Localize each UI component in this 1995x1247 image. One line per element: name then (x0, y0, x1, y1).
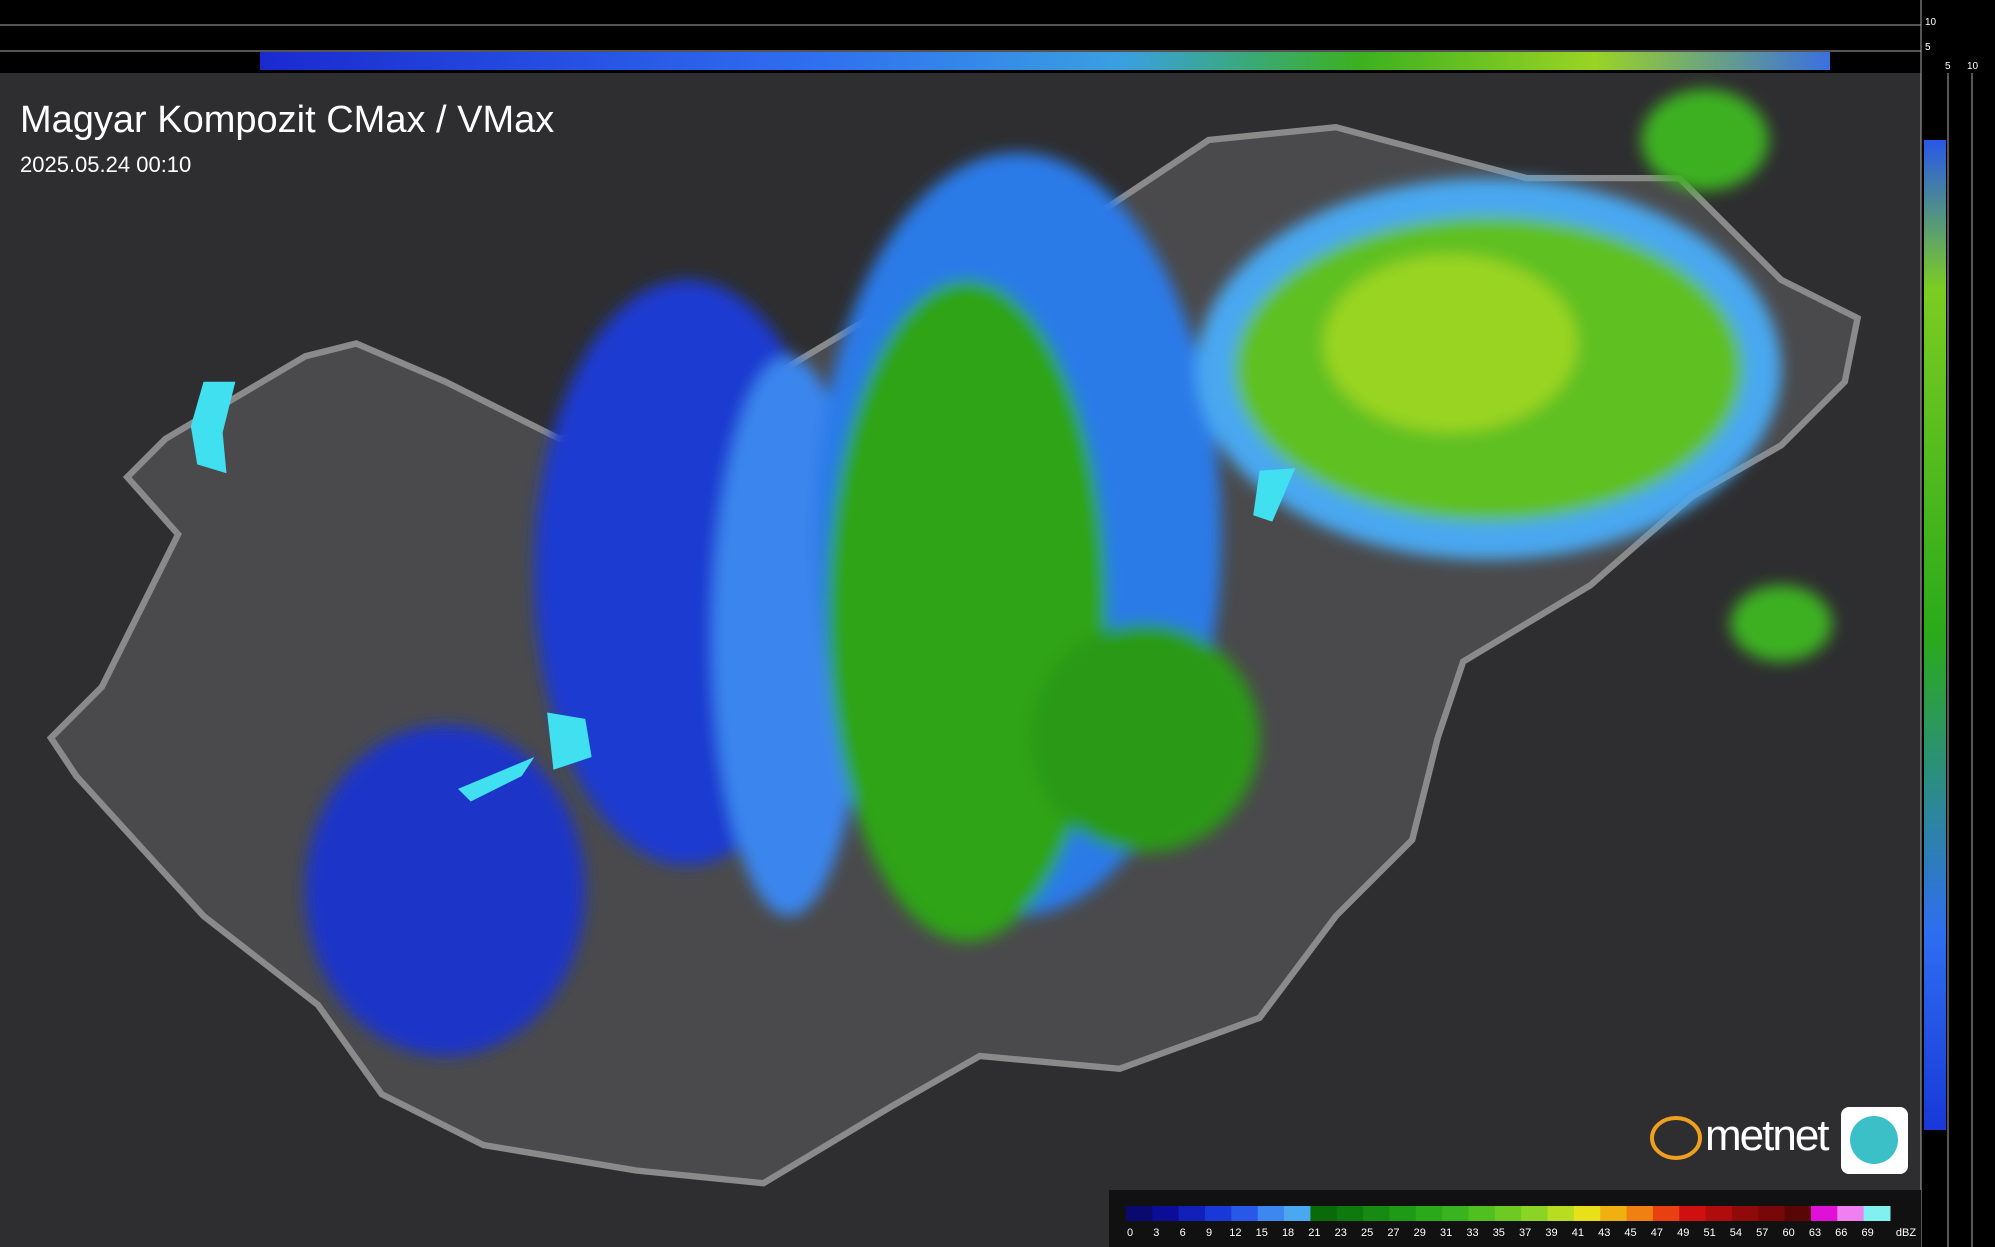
title: Magyar Kompozit CMax / VMax (20, 99, 554, 141)
legend-swatch (1178, 1206, 1206, 1221)
legend-swatch (1494, 1206, 1522, 1221)
scale-label: 5 (1925, 42, 1931, 53)
precip-area (1730, 585, 1833, 662)
legend-label: 49 (1677, 1227, 1689, 1239)
lake (458, 757, 535, 802)
legend-label: 47 (1651, 1227, 1663, 1239)
legend-swatch (1547, 1206, 1575, 1221)
legend-swatch (1758, 1206, 1786, 1221)
legend-label: 60 (1782, 1227, 1794, 1239)
logo-sun (1650, 1116, 1702, 1160)
legend-label: 43 (1598, 1227, 1610, 1239)
legend-swatch (1284, 1206, 1311, 1221)
timestamp: 2025.05.24 00:10 (20, 152, 191, 177)
legend-label: 6 (1180, 1227, 1186, 1239)
legend-label: 66 (1835, 1227, 1847, 1239)
legend-swatch (1705, 1206, 1733, 1221)
precip-area (1641, 89, 1769, 191)
legend-swatch (1600, 1206, 1628, 1221)
map (46, 89, 1862, 1187)
legend-swatch (1652, 1206, 1680, 1221)
scale-label: 5 (1945, 61, 1951, 72)
legend-label: 18 (1282, 1227, 1294, 1239)
legend-label: 45 (1624, 1227, 1636, 1239)
profile-strip (260, 52, 1830, 70)
legend-label: 12 (1229, 1227, 1241, 1239)
legend-swatch (1679, 1206, 1707, 1221)
legend-swatch (1573, 1206, 1601, 1221)
legend-swatch (1310, 1206, 1338, 1221)
scale-label: 10 (1925, 17, 1937, 28)
legend-label: 35 (1493, 1227, 1505, 1239)
legend-label: 33 (1466, 1227, 1478, 1239)
legend-label: 9 (1206, 1227, 1212, 1239)
legend-swatch (1126, 1206, 1153, 1221)
lake (190, 381, 236, 474)
legend-swatch (1363, 1206, 1390, 1221)
legend-label: 15 (1256, 1227, 1268, 1239)
precip-area (826, 279, 1107, 942)
precip-area (1030, 623, 1260, 853)
profile-strip (1924, 140, 1946, 1130)
legend-swatch (1731, 1206, 1759, 1221)
precip-area (1323, 254, 1578, 433)
legend-swatch (1389, 1206, 1417, 1221)
legend-swatch (1415, 1206, 1443, 1221)
legend-swatch (1521, 1206, 1549, 1221)
legend-swatch (1205, 1206, 1232, 1221)
legend-label: 54 (1730, 1227, 1742, 1239)
legend-label: 57 (1756, 1227, 1768, 1239)
legend-swatch (1231, 1206, 1259, 1221)
legend-swatch (1442, 1206, 1469, 1221)
logo-text: metnet (1705, 1111, 1829, 1160)
legend-label: 41 (1572, 1227, 1584, 1239)
legend-label: 39 (1545, 1227, 1557, 1239)
legend-label: 25 (1361, 1227, 1373, 1239)
logo-icon-swirl (1850, 1116, 1898, 1164)
scale-label: 10 (1967, 61, 1979, 72)
lake (1253, 468, 1296, 522)
legend-swatch (1152, 1206, 1180, 1221)
lake (547, 712, 592, 770)
legend-label: 29 (1414, 1227, 1426, 1239)
legend-label: 69 (1862, 1227, 1874, 1239)
legend-label: 3 (1153, 1227, 1159, 1239)
legend-swatch (1336, 1206, 1364, 1221)
legend-label: 63 (1809, 1227, 1821, 1239)
legend-label: 37 (1519, 1227, 1531, 1239)
legend-unit: dBZ (1896, 1227, 1916, 1239)
legend-label: 0 (1127, 1227, 1133, 1239)
legend-swatch (1257, 1206, 1285, 1221)
precip-area (305, 725, 586, 1057)
legend-swatch (1810, 1206, 1838, 1221)
legend-label: 21 (1308, 1227, 1320, 1239)
logo: metnet (1650, 1107, 1908, 1174)
legend-swatch (1784, 1206, 1812, 1221)
legend: 0 3 6 9 12 15 18 21 23 25 27 29 31 33 35 37 39 41 43 45 47 49… (1126, 1206, 1916, 1239)
legend-swatch (1837, 1206, 1865, 1221)
legend-label: 31 (1440, 1227, 1452, 1239)
legend-label: 23 (1335, 1227, 1347, 1239)
legend-swatch (1468, 1206, 1496, 1221)
legend-swatch (1626, 1206, 1654, 1221)
legend-label: 51 (1703, 1227, 1715, 1239)
legend-label: 27 (1387, 1227, 1399, 1239)
legend-swatch (1863, 1206, 1891, 1221)
